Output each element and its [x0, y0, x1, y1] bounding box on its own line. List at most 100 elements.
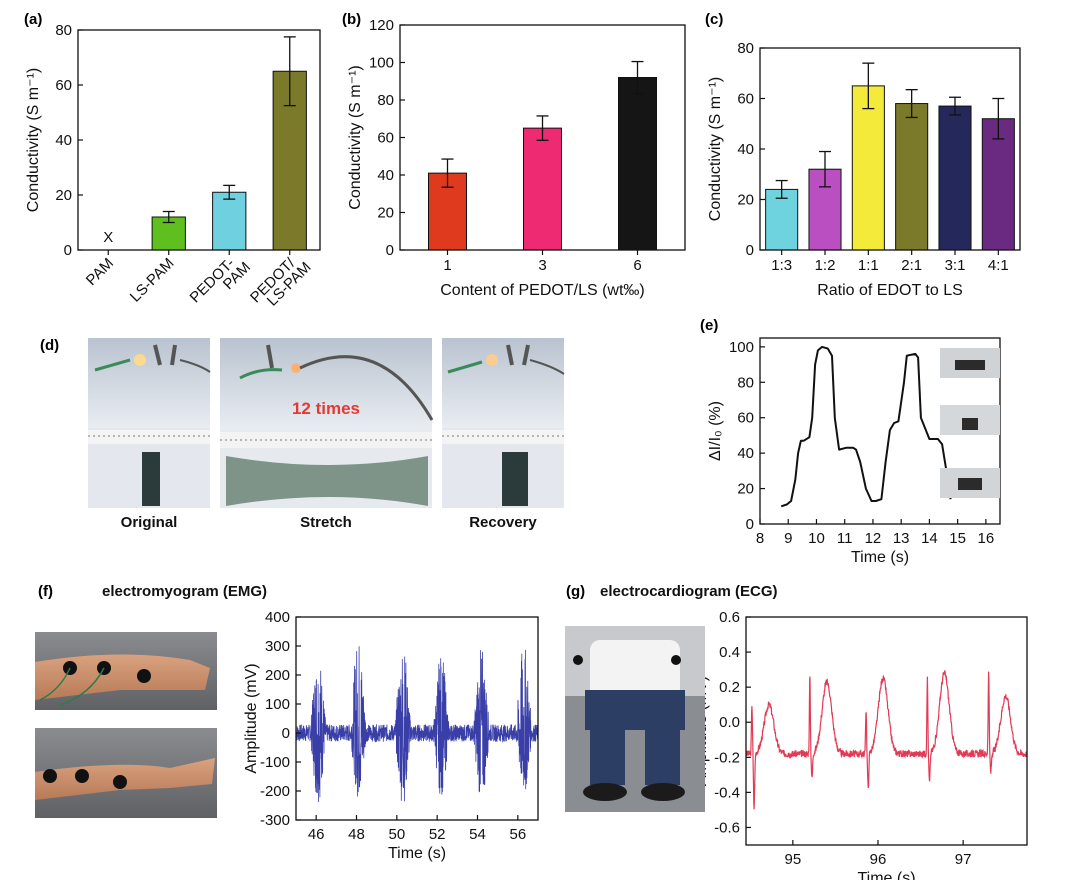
x-tick-label: 10 — [808, 530, 825, 547]
x-tick-label: 3:1 — [945, 257, 966, 274]
plot-frame-c — [759, 47, 1021, 251]
y-tick-label: -0.2 — [714, 749, 740, 766]
y-axis-label: Amplitude (mV) — [243, 663, 260, 773]
panel-label-a: (a) — [24, 11, 42, 28]
x-axis-label: Time (s) — [857, 870, 915, 880]
y-axis-label: Conductivity (S m⁻¹) — [25, 68, 42, 212]
panel-label-b: (b) — [342, 11, 361, 28]
y-tick-label: 20 — [55, 187, 72, 204]
chart-e: 0 20 40 60 80 100 ΔI/I₀ (%) 8 9 10 11 12 13 14 15 16 Tim… — [707, 337, 1001, 566]
y-axis-label: Conductivity (S m⁻¹) — [707, 77, 724, 221]
x-tick-label: 2:1 — [901, 257, 922, 274]
x-axis-label: Time (s) — [388, 845, 446, 862]
x-tick-label: LS-PAM — [127, 255, 178, 306]
plot-frame-f — [295, 616, 539, 821]
x-tick-label: 1:2 — [815, 257, 836, 274]
y-tick-label: -0.4 — [714, 784, 740, 801]
x-axis-label: Content of PEDOT/LS (wt‰) — [440, 282, 645, 299]
y-tick-label: 20 — [377, 205, 394, 222]
y-tick-label: 80 — [377, 92, 394, 109]
stretch-overlay-text: 12 times — [292, 399, 360, 418]
x-tick-label: 6 — [633, 257, 641, 274]
bar-1:3 — [765, 188, 799, 251]
y-axis-label: Conductivity (S m⁻¹) — [347, 65, 364, 209]
y-tick-label: 80 — [737, 40, 754, 57]
y-tick-label: 60 — [737, 91, 754, 108]
y-tick-label: 0.0 — [719, 714, 740, 731]
bar-2:1 — [895, 103, 929, 251]
photo-ecg-seated — [565, 626, 705, 812]
bar-1:1 — [851, 85, 885, 251]
caption-stretch: Stretch — [300, 514, 352, 531]
emg-title: electromyogram (EMG) — [102, 583, 267, 600]
caption-recovery: Recovery — [469, 514, 537, 531]
photo-original — [88, 338, 211, 508]
chart-f: -300 -200 -100 0 100 200 300 400 Amplitude (mV) 4… — [243, 609, 539, 862]
x-tick-label: 48 — [348, 826, 365, 843]
panel-label-f: (f) — [38, 583, 53, 600]
y-tick-label: 100 — [729, 339, 754, 356]
y-axis-label: ΔI/I₀ (%) — [707, 401, 724, 461]
y-tick-label: 40 — [377, 167, 394, 184]
bar-4:1 — [981, 118, 1015, 251]
photo-e-thumbnails — [940, 348, 1000, 498]
x-axis-label: Time (s) — [851, 549, 909, 566]
y-tick-label: -300 — [260, 812, 290, 829]
y-tick-label: 0 — [386, 242, 394, 259]
x-tick-label: 1:3 — [771, 257, 792, 274]
photo-stretch: 12 times — [220, 338, 434, 508]
x-tick-label: 16 — [978, 530, 995, 547]
y-tick-label: 0 — [746, 242, 754, 259]
y-tick-label: 0 — [64, 242, 72, 259]
missing-marker: X — [103, 229, 113, 246]
x-tick-label: 3 — [538, 257, 546, 274]
y-tick-label: 0.6 — [719, 609, 740, 626]
y-tick-label: 100 — [265, 696, 290, 713]
y-tick-label: -100 — [260, 754, 290, 771]
y-tick-label: 0 — [282, 725, 290, 742]
y-tick-label: 60 — [737, 410, 754, 427]
x-tick-label: 4:1 — [988, 257, 1009, 274]
bar-PEDOT-PAM — [212, 191, 247, 251]
series-line-e — [780, 345, 952, 508]
y-tick-label: 40 — [737, 141, 754, 158]
bar-3:1 — [938, 105, 972, 251]
bar-6 — [618, 77, 657, 251]
x-tick-label: 95 — [784, 851, 801, 868]
x-tick-label: 52 — [429, 826, 446, 843]
y-tick-label: 100 — [369, 55, 394, 72]
x-tick-label: 54 — [469, 826, 486, 843]
bar-3 — [523, 127, 562, 251]
x-tick-label: 46 — [308, 826, 325, 843]
panel-label-g: (g) — [566, 583, 585, 600]
x-tick-label: 56 — [509, 826, 526, 843]
y-tick-label: 400 — [265, 609, 290, 626]
x-tick-label: 13 — [893, 530, 910, 547]
x-tick-label: 8 — [756, 530, 764, 547]
x-tick-label: 15 — [949, 530, 966, 547]
y-tick-label: 80 — [55, 22, 72, 39]
y-tick-label: 300 — [265, 638, 290, 655]
y-tick-label: 40 — [737, 445, 754, 462]
caption-original: Original — [121, 514, 178, 531]
y-tick-label: 60 — [55, 77, 72, 94]
y-tick-label: 0.4 — [719, 644, 740, 661]
y-tick-label: 0 — [746, 516, 754, 533]
chart-g: -0.6-0.4-0.20.00.20.40.6Amplitude (mV)95… — [693, 609, 1028, 880]
x-tick-label: 11 — [837, 530, 853, 547]
y-tick-label: 60 — [377, 130, 394, 147]
x-tick-label: 14 — [921, 530, 938, 547]
y-tick-label: 40 — [55, 132, 72, 149]
ecg-title: electrocardiogram (ECG) — [600, 583, 778, 600]
y-tick-label: -0.6 — [714, 819, 740, 836]
x-tick-label: 9 — [784, 530, 792, 547]
x-tick-label: 12 — [865, 530, 882, 547]
series-line-ecg — [745, 670, 1028, 810]
panel-label-c: (c) — [705, 11, 723, 28]
plot-frame-g — [745, 616, 1028, 846]
panel-label-e: (e) — [700, 317, 718, 334]
photo-recovery — [442, 338, 565, 508]
x-tick-label: 1:1 — [858, 257, 879, 274]
photo-emg-fist — [35, 632, 217, 710]
